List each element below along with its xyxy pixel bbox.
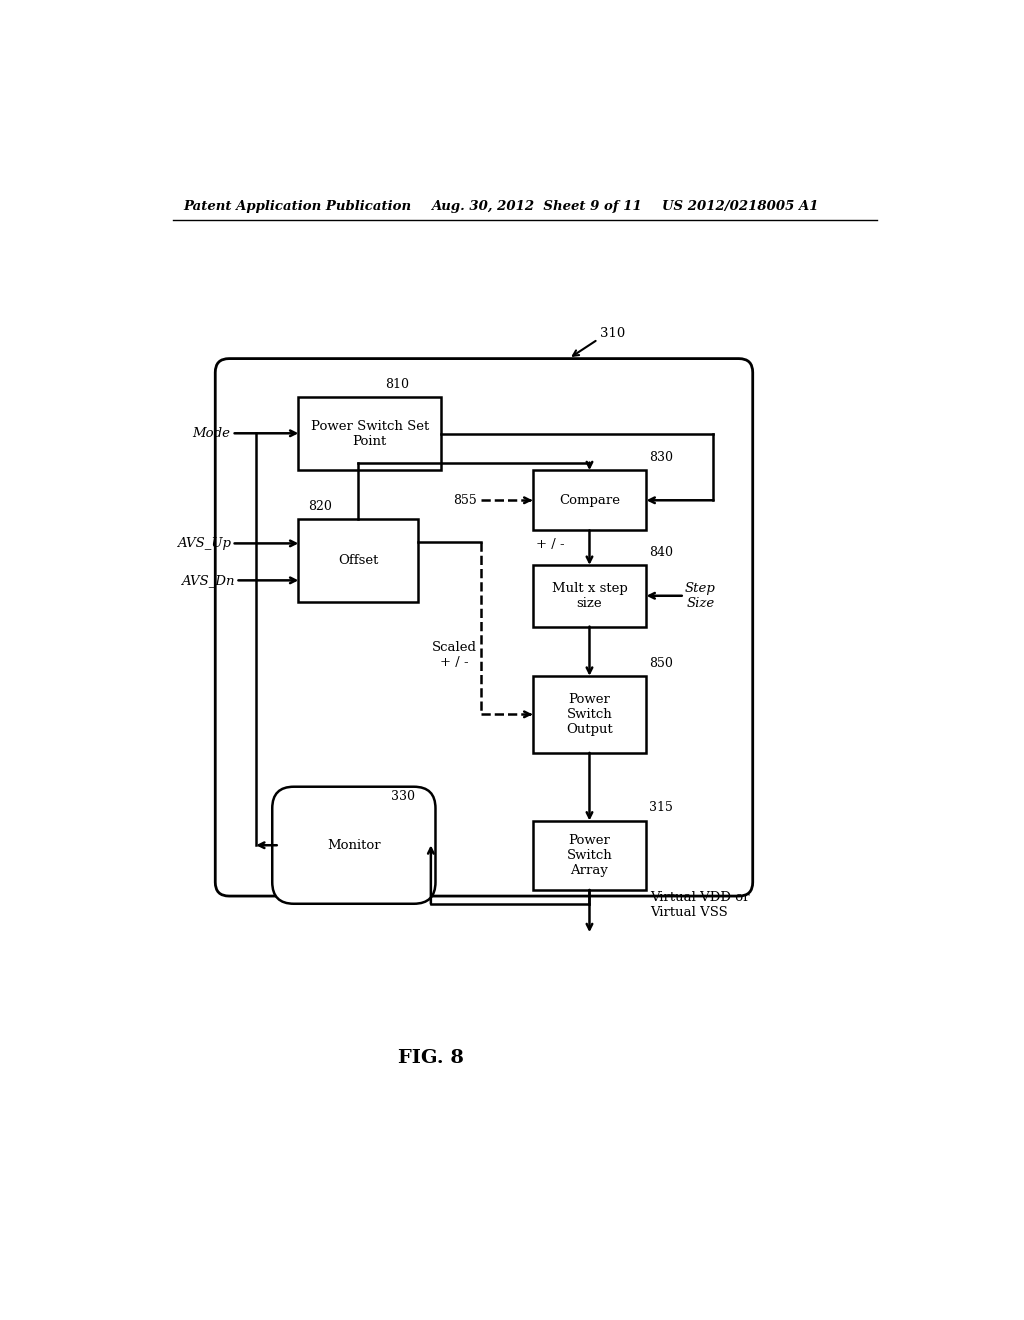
Text: AVS_Up: AVS_Up xyxy=(177,537,230,550)
Text: Mult x step
size: Mult x step size xyxy=(552,582,628,610)
Text: 820: 820 xyxy=(307,499,332,512)
Text: Virtual VDD or
Virtual VSS: Virtual VDD or Virtual VSS xyxy=(650,891,750,919)
FancyBboxPatch shape xyxy=(298,519,418,602)
Text: + / -: + / - xyxy=(537,539,565,550)
Text: 830: 830 xyxy=(649,451,673,465)
Text: Offset: Offset xyxy=(338,554,378,566)
FancyBboxPatch shape xyxy=(532,565,646,627)
Text: 855: 855 xyxy=(454,494,477,507)
Text: 310: 310 xyxy=(600,327,626,341)
FancyBboxPatch shape xyxy=(298,397,441,470)
Text: Monitor: Monitor xyxy=(327,838,381,851)
FancyBboxPatch shape xyxy=(272,787,435,904)
Text: AVS_Dn: AVS_Dn xyxy=(181,574,234,587)
Text: Aug. 30, 2012  Sheet 9 of 11: Aug. 30, 2012 Sheet 9 of 11 xyxy=(431,201,642,214)
Text: 840: 840 xyxy=(649,545,673,558)
Text: US 2012/0218005 A1: US 2012/0218005 A1 xyxy=(662,201,818,214)
Text: Power
Switch
Array: Power Switch Array xyxy=(566,834,612,876)
Text: FIG. 8: FIG. 8 xyxy=(398,1049,464,1067)
Text: 850: 850 xyxy=(649,656,673,669)
Text: 810: 810 xyxy=(385,378,409,391)
Text: 315: 315 xyxy=(649,801,673,814)
FancyBboxPatch shape xyxy=(532,821,646,890)
Text: Power
Switch
Output: Power Switch Output xyxy=(566,693,612,735)
Text: Mode: Mode xyxy=(193,426,230,440)
FancyBboxPatch shape xyxy=(532,676,646,752)
Text: Compare: Compare xyxy=(559,494,620,507)
Text: Step
Size: Step Size xyxy=(685,582,716,610)
Text: Power Switch Set
Point: Power Switch Set Point xyxy=(310,420,429,447)
Text: Patent Application Publication: Patent Application Publication xyxy=(183,201,411,214)
Text: Scaled
+ / -: Scaled + / - xyxy=(432,642,477,669)
Text: 330: 330 xyxy=(391,789,415,803)
FancyBboxPatch shape xyxy=(532,470,646,531)
